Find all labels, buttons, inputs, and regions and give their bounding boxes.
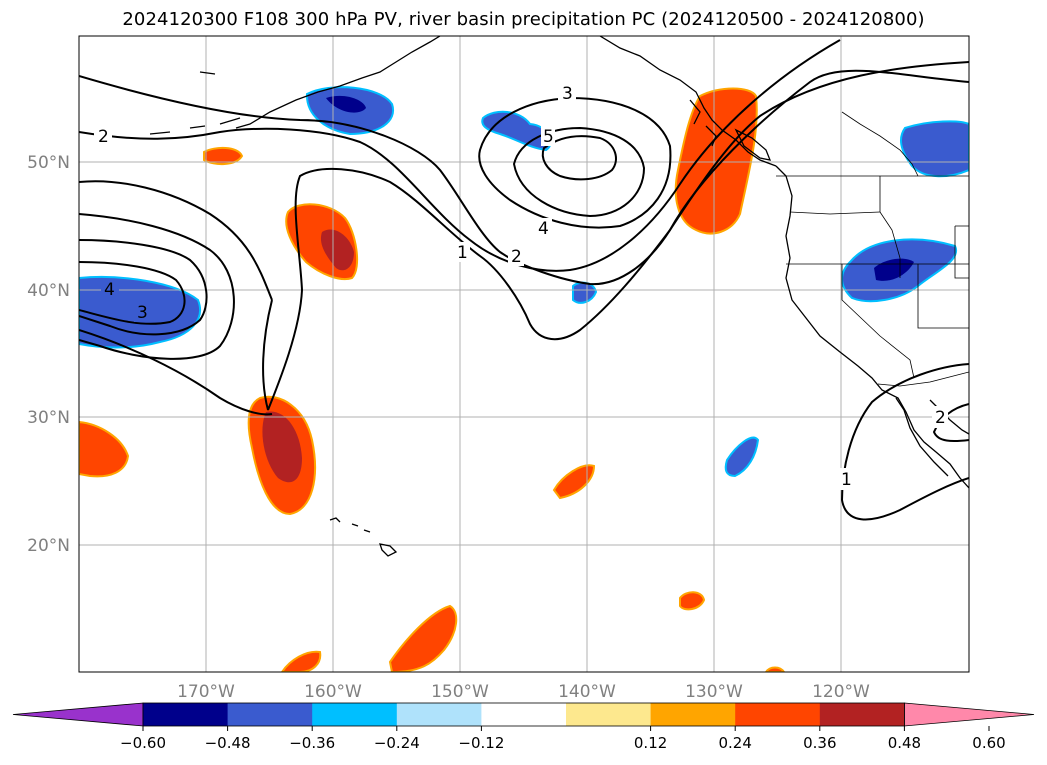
contour-labels: 2 3 4 5 1 2 3 4 1 2	[94, 82, 948, 490]
bc-alberta-border	[841, 111, 919, 177]
lon-label: 150°W	[431, 682, 489, 702]
lon-label: 140°W	[558, 682, 616, 702]
pc-positive-region	[203, 146, 244, 166]
baja-california	[895, 397, 949, 477]
pv-contour	[79, 61, 969, 411]
political-borders	[776, 111, 969, 387]
longitude-axis: 170°W 160°W 150°W 140°W 130°W 120°W	[177, 682, 870, 702]
lat-label: 20°N	[27, 536, 70, 556]
contour-label: 2	[98, 127, 109, 147]
contour-label: 5	[543, 127, 554, 147]
alaska-peninsula	[149, 117, 241, 135]
colorbar-tick-label: 0.12	[634, 734, 667, 752]
map-title: 2024120300 F108 300 hPa PV, river basin …	[122, 9, 925, 30]
contour-label: 3	[137, 303, 148, 323]
colorbar-bin	[735, 703, 821, 726]
pc-negative-region	[724, 436, 760, 478]
pv-contour	[512, 126, 646, 218]
colorbar-tick-label: −0.60	[120, 734, 166, 752]
lat-label: 50°N	[27, 153, 70, 173]
pv-contour	[541, 135, 617, 181]
pc-positive-core	[262, 411, 302, 483]
pv-contour	[79, 239, 208, 336]
contour-label: 4	[104, 280, 115, 300]
colorbar-bin	[312, 703, 398, 726]
colorbar: −0.60 −0.48 −0.36 −0.24 −0.12 0.12 0.24 0.36 0.4…	[12, 702, 1035, 752]
hawaii-islands	[329, 517, 398, 557]
lat-label: 30°N	[27, 408, 70, 428]
pc-positive-region	[679, 591, 706, 611]
pc-positive-region	[674, 87, 758, 235]
contour-label: 3	[562, 84, 573, 104]
lon-label: 160°W	[304, 682, 362, 702]
pv-contours	[79, 39, 969, 521]
pc-positive-region	[764, 666, 786, 672]
contour-label: 1	[457, 243, 468, 263]
colorbar-tick-label: −0.12	[458, 734, 504, 752]
lon-label: 120°W	[812, 682, 870, 702]
contour-label: 4	[538, 219, 549, 239]
colorbar-tick-label: 0.24	[718, 734, 751, 752]
wyoming-border	[954, 225, 969, 279]
pv-contour	[79, 329, 273, 416]
colorbar-bin	[481, 703, 567, 726]
nevada-border	[841, 264, 915, 379]
pv-contour	[840, 363, 969, 521]
colorbar-tick-label: 0.60	[972, 734, 1005, 752]
idaho-border	[879, 176, 901, 278]
pc-positive-region	[388, 604, 458, 672]
pv-contour	[79, 261, 186, 325]
pc-positive-core	[320, 229, 354, 271]
pv-contour	[478, 96, 672, 229]
colorbar-bin	[650, 703, 736, 726]
contour-label: 1	[841, 470, 852, 490]
pc-positive-region	[280, 650, 322, 672]
lat-label: 40°N	[27, 281, 70, 301]
colorbar-outline	[142, 702, 905, 727]
colorbar-bin	[566, 703, 652, 726]
colorbar-bin	[396, 703, 482, 726]
map-border	[78, 35, 970, 673]
colorbar-tick-label: −0.36	[289, 734, 335, 752]
contour-label: 2	[511, 247, 522, 267]
colorbar-bin	[143, 703, 229, 726]
colorbar-tick-label: −0.24	[374, 734, 420, 752]
pv-contour	[79, 213, 235, 360]
colorbar-bin	[227, 703, 313, 726]
colorbar-bin	[819, 703, 905, 726]
colorbar-tick-label: 0.48	[888, 734, 921, 752]
us-west-coast	[775, 165, 969, 489]
colorbar-tick-label: −0.48	[205, 734, 251, 752]
bc-islands	[689, 99, 717, 147]
southeast-alaska-coast	[599, 36, 777, 167]
pc-positive-region	[552, 464, 596, 500]
colorbar-extend-max	[904, 702, 1035, 727]
alaska-coast	[199, 36, 441, 129]
coastlines	[149, 36, 969, 557]
latitude-axis: 50°N 40°N 30°N 20°N	[27, 153, 70, 556]
vancouver-island	[734, 128, 772, 161]
pv-contour	[932, 403, 969, 442]
washington-oregon-border	[789, 211, 881, 215]
contour-label: 2	[935, 408, 946, 428]
utah-border	[917, 264, 969, 329]
colorbar-extend-min	[12, 702, 144, 727]
us-mexico-border	[877, 371, 969, 387]
pc-negative-core	[326, 95, 366, 113]
lon-label: 130°W	[685, 682, 743, 702]
pc-positive-region	[79, 420, 130, 478]
lon-label: 170°W	[177, 682, 235, 702]
colorbar-tick-label: 0.36	[803, 734, 836, 752]
pv-contour	[79, 39, 841, 272]
